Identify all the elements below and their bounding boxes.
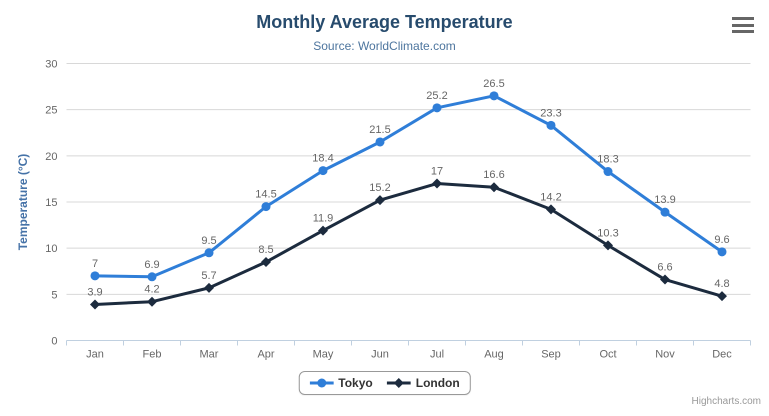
y-axis-tick-label: 30	[45, 59, 57, 71]
x-axis-tick-label: Dec	[712, 349, 732, 361]
hamburger-menu-icon	[732, 23, 754, 27]
chart-title: Monthly Average Temperature	[256, 12, 513, 32]
data-point-london[interactable]	[717, 291, 727, 302]
data-label-london: 16.6	[483, 169, 504, 181]
legend-item-london[interactable]: London	[386, 376, 460, 390]
data-point-tokyo[interactable]	[546, 120, 556, 130]
data-point-london[interactable]	[660, 274, 670, 285]
data-point-tokyo[interactable]	[432, 103, 442, 113]
y-axis-tick-label: 20	[45, 151, 57, 163]
data-point-london[interactable]	[261, 257, 271, 268]
chart-subtitle: Source: WorldClimate.com	[313, 39, 456, 53]
data-point-tokyo[interactable]	[489, 91, 499, 101]
data-point-tokyo[interactable]	[261, 202, 271, 212]
data-point-tokyo[interactable]	[660, 207, 670, 217]
data-point-tokyo[interactable]	[318, 166, 328, 176]
x-axis-tick-label: May	[313, 349, 334, 361]
legend-marker-circle-icon	[309, 378, 334, 388]
data-label-tokyo: 7	[92, 258, 98, 270]
data-point-london[interactable]	[318, 225, 328, 236]
data-point-london[interactable]	[546, 204, 556, 215]
y-axis-tick-label: 25	[45, 105, 57, 117]
x-axis-tick-label: Jul	[430, 349, 444, 361]
data-label-london: 14.2	[540, 191, 561, 203]
data-point-tokyo[interactable]	[204, 248, 214, 258]
x-axis-tick-label: Jan	[86, 349, 104, 361]
data-label-london: 4.8	[714, 278, 729, 290]
data-point-london[interactable]	[147, 296, 157, 307]
legend-label: Tokyo	[338, 376, 373, 390]
data-label-tokyo: 14.5	[255, 189, 276, 201]
x-axis-tick-label: Jun	[371, 349, 389, 361]
hamburger-menu-icon	[732, 17, 754, 20]
x-axis-tick-label: Apr	[257, 349, 274, 361]
x-axis-tick-label: Aug	[484, 349, 504, 361]
hamburger-menu-icon	[732, 30, 754, 33]
x-axis-tick-label: Nov	[655, 349, 675, 361]
data-point-tokyo[interactable]	[375, 137, 385, 147]
data-label-london: 17	[431, 166, 443, 178]
data-point-london[interactable]	[90, 299, 100, 310]
data-label-tokyo: 21.5	[369, 124, 390, 136]
legend-label: London	[415, 376, 460, 390]
data-label-london: 4.2	[144, 284, 159, 296]
data-label-tokyo: 9.5	[201, 235, 216, 247]
data-point-tokyo[interactable]	[147, 272, 157, 282]
x-axis-tick-label: Feb	[143, 349, 162, 361]
data-point-london[interactable]	[489, 182, 499, 193]
data-point-london[interactable]	[432, 178, 442, 189]
y-axis-tick-label: 0	[51, 336, 57, 348]
data-point-tokyo[interactable]	[717, 247, 727, 257]
legend: Tokyo London	[298, 371, 471, 395]
data-label-london: 5.7	[201, 270, 216, 282]
legend-item-tokyo[interactable]: Tokyo	[309, 376, 373, 390]
data-label-london: 15.2	[369, 182, 390, 194]
x-axis-tick-label: Oct	[599, 349, 616, 361]
series-line-london[interactable]	[93, 182, 724, 306]
x-axis-tick-label: Mar	[200, 349, 219, 361]
y-axis-title: Temperature (°C)	[16, 154, 30, 251]
data-label-london: 11.9	[313, 213, 334, 225]
legend-marker-diamond-icon	[386, 378, 411, 388]
highcharts-credit[interactable]: Highcharts.com	[691, 396, 761, 407]
data-point-london[interactable]	[603, 240, 613, 251]
x-axis-tick-label: Sep	[541, 349, 561, 361]
data-label-tokyo: 13.9	[654, 194, 675, 206]
data-label-tokyo: 18.4	[312, 153, 333, 165]
data-label-tokyo: 18.3	[597, 154, 618, 166]
y-axis-tick-label: 5	[51, 289, 57, 301]
data-label-tokyo: 9.6	[714, 234, 729, 246]
data-label-tokyo: 26.5	[483, 78, 504, 90]
data-label-london: 6.6	[657, 262, 672, 274]
data-point-tokyo[interactable]	[603, 167, 613, 177]
export-menu-button[interactable]	[732, 17, 754, 33]
y-axis-tick-label: 15	[45, 197, 57, 209]
data-label-tokyo: 25.2	[426, 90, 447, 102]
data-label-london: 3.9	[87, 286, 102, 298]
data-point-tokyo[interactable]	[90, 271, 100, 281]
data-label-tokyo: 6.9	[144, 259, 159, 271]
y-axis-tick-label: 10	[45, 243, 57, 255]
data-label-tokyo: 23.3	[540, 107, 561, 119]
series-line-tokyo[interactable]	[93, 94, 724, 279]
data-label-london: 10.3	[597, 227, 618, 239]
data-point-london[interactable]	[204, 282, 214, 293]
data-point-london[interactable]	[375, 195, 385, 206]
data-label-london: 8.5	[258, 244, 273, 256]
